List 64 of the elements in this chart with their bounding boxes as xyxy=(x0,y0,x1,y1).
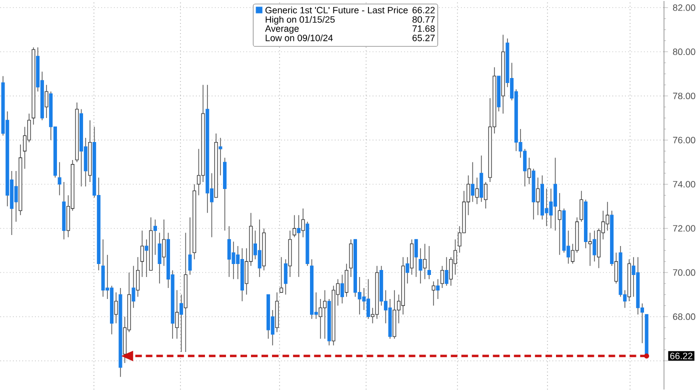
annotation: 80.77 xyxy=(412,16,435,23)
annotation: High on 01/15/25 xyxy=(266,16,335,25)
candlestick xyxy=(318,298,322,340)
legend-label: Generic 1st 'CL' Future - Last Price xyxy=(265,6,408,14)
candlestick xyxy=(558,192,562,256)
candlestick xyxy=(580,190,584,222)
y-tick-label: 68.00 xyxy=(673,313,696,320)
y-tick-label: 76.00 xyxy=(673,136,696,144)
candlestick xyxy=(296,214,300,278)
candlestick xyxy=(484,182,488,209)
candlestick xyxy=(536,177,540,216)
candlestick xyxy=(153,219,157,256)
candlestick xyxy=(258,219,262,278)
candlestick xyxy=(14,170,18,222)
candlestick xyxy=(436,278,440,300)
candlestick xyxy=(588,232,592,266)
annotation: 71.68 xyxy=(412,25,435,32)
y-tick-label: 70.00 xyxy=(673,269,696,276)
ref-line-label: 66.22 xyxy=(670,352,692,360)
annotation: 65.27 xyxy=(412,34,435,42)
annotation: Low on 09/10/24 xyxy=(266,34,333,42)
candlestick xyxy=(232,241,236,280)
candlestick xyxy=(44,84,48,118)
candlestick xyxy=(427,246,431,280)
candlestick xyxy=(614,252,618,284)
candlestick xyxy=(418,248,422,284)
candlestick xyxy=(475,177,479,205)
candlestick xyxy=(406,256,410,284)
candlestick xyxy=(58,162,62,196)
annotation: Average xyxy=(265,25,299,34)
candlestick xyxy=(180,294,184,352)
candlestick xyxy=(544,188,548,227)
candlestick xyxy=(444,256,448,286)
candlestick xyxy=(432,281,436,306)
candlestick xyxy=(140,230,144,278)
y-tick-label: 82.00 xyxy=(672,4,696,11)
candlestick xyxy=(158,232,162,284)
candlestick xyxy=(292,214,296,238)
candlestick xyxy=(284,258,288,296)
candlestick xyxy=(144,239,148,278)
candlestick xyxy=(527,157,531,185)
y-tick-label: 74.00 xyxy=(673,181,696,188)
y-tick-label: 80.00 xyxy=(672,48,696,56)
candlestick xyxy=(188,216,192,276)
candlestick xyxy=(414,239,418,278)
candlestick xyxy=(218,138,222,176)
candlestick xyxy=(340,274,344,304)
candlestick xyxy=(280,256,284,293)
y-tick-label: 72.00 xyxy=(673,225,696,232)
candlestick xyxy=(136,256,140,298)
candlestick xyxy=(423,243,427,280)
candlestick xyxy=(344,263,348,298)
candlestick xyxy=(440,266,444,288)
y-tick-label: 78.00 xyxy=(673,92,696,100)
candlestick xyxy=(175,290,179,340)
annotation: 66.22 xyxy=(412,6,435,14)
candlestick xyxy=(549,188,553,229)
candlestick xyxy=(606,202,610,232)
candlestick xyxy=(592,230,596,262)
candlestick xyxy=(470,162,474,202)
candlestick xyxy=(162,219,166,266)
candlestick xyxy=(132,266,136,308)
candlestick xyxy=(301,208,305,238)
candlestick xyxy=(114,292,118,324)
